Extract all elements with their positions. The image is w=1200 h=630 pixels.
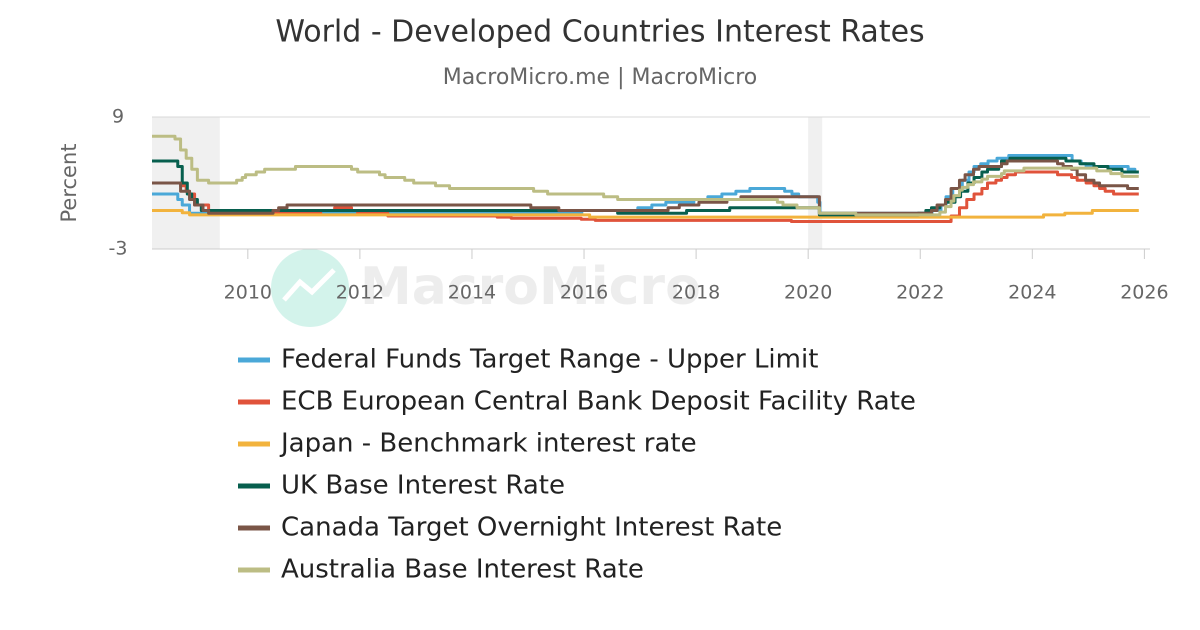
x-tick-label: 2024	[1008, 282, 1056, 304]
legend-label: Japan - Benchmark interest rate	[279, 429, 697, 459]
chart-subtitle: MacroMicro.me | MacroMicro	[443, 65, 758, 90]
x-tick-label: 2026	[1120, 282, 1168, 304]
watermark-icon	[282, 268, 336, 302]
watermark: MacroMicro	[360, 257, 701, 317]
x-tick-label: 2012	[336, 282, 384, 304]
legend-label: Federal Funds Target Range - Upper Limit	[281, 345, 818, 375]
y-tick-label: -3	[109, 238, 128, 260]
x-tick-label: 2020	[784, 282, 832, 304]
legend-label: Australia Base Interest Rate	[281, 555, 644, 585]
chart-title: World - Developed Countries Interest Rat…	[275, 15, 924, 50]
x-tick-label: 2018	[672, 282, 720, 304]
x-tick-label: 2016	[560, 282, 608, 304]
x-tick-label: 2010	[224, 282, 272, 304]
series-line	[152, 209, 1139, 219]
series-line	[152, 134, 1139, 217]
watermark-group: MacroMicro	[271, 249, 701, 327]
y-tick-label: 9	[112, 106, 124, 128]
x-tick-label: 2014	[448, 282, 496, 304]
legend-label: Canada Target Overnight Interest Rate	[281, 513, 782, 543]
x-tick-label: 2022	[896, 282, 944, 304]
legend-label: UK Base Interest Rate	[281, 471, 565, 501]
shaded-period	[808, 117, 823, 249]
y-axis-label: Percent	[57, 143, 81, 222]
legend-label: ECB European Central Bank Deposit Facili…	[281, 387, 916, 417]
